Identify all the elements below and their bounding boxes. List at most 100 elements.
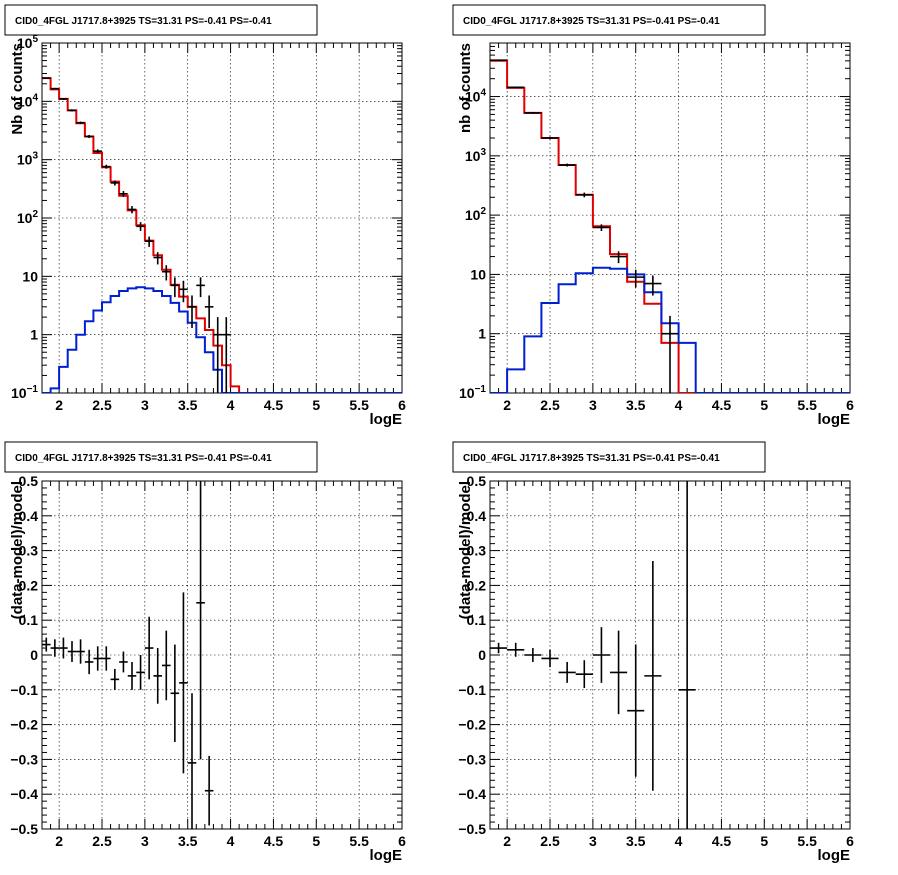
- residual-point: [490, 642, 508, 654]
- data-point: [170, 277, 180, 298]
- data-point: [524, 111, 542, 114]
- y-tick-label: 0.1: [19, 612, 39, 628]
- chart-panel-4: CID0_4FGL J1717.8+3925 TS=31.31 PS=-0.41…: [452, 441, 854, 864]
- data-point: [50, 87, 60, 90]
- data-point: [84, 134, 94, 139]
- y-tick-label: −0.4: [10, 786, 38, 802]
- x-tick-label: 4: [675, 833, 683, 849]
- title-box: [4, 4, 318, 36]
- y-tick-label: 1: [478, 326, 486, 342]
- y-axis-label: (data-model)/model: [457, 481, 474, 619]
- data-point: [610, 251, 628, 264]
- residual-point: [110, 668, 120, 690]
- data-point: [162, 265, 171, 281]
- y-ticks: [490, 480, 850, 830]
- y-tick-label: −0.3: [458, 751, 486, 767]
- data-point: [661, 315, 679, 393]
- grid: [42, 43, 402, 393]
- residual-point: [187, 693, 197, 829]
- residual-point: [42, 637, 51, 652]
- residual-point: [50, 639, 60, 657]
- data-point: [153, 252, 162, 265]
- x-tick-label: 5: [760, 397, 768, 413]
- chart-panel-3: CID0_4FGL J1717.8+3925 TS=31.31 PS=-0.41…: [4, 441, 406, 864]
- residual-point: [575, 660, 593, 689]
- residual-point: [204, 755, 214, 826]
- data-point: [187, 295, 197, 329]
- x-tick-label: 6: [398, 397, 406, 413]
- x-axis-label: logE: [818, 411, 851, 428]
- x-tick-label: 4: [227, 397, 235, 413]
- y-ticks: [42, 480, 402, 830]
- residual-point: [524, 648, 542, 662]
- plot-area: [42, 77, 402, 393]
- total-model-histogram: [490, 59, 850, 393]
- x-tick-label: 5.5: [349, 397, 369, 413]
- x-tick-label: 4: [227, 833, 235, 849]
- residual-point: [93, 646, 102, 671]
- y-tick-label: 0.3: [19, 543, 39, 559]
- x-ticks: [489, 481, 851, 829]
- data-point: [507, 86, 525, 89]
- x-axis-label: logE: [370, 411, 403, 428]
- plot-area: [490, 59, 850, 393]
- y-axis-label: Nb of counts: [9, 43, 26, 135]
- residual-point: [136, 655, 145, 690]
- y-tick-label: 0.4: [19, 508, 39, 524]
- y-tick-label: 102: [17, 209, 39, 226]
- plot-area: [490, 481, 696, 829]
- data-point: [102, 164, 111, 169]
- y-tick-label: 102: [465, 206, 487, 223]
- x-tick-label: 3: [141, 397, 149, 413]
- y-tick-label: −0.5: [10, 821, 38, 837]
- y-tick-label: −0.1: [458, 682, 486, 698]
- data-point: [127, 206, 137, 214]
- x-tick-label: 5: [760, 833, 768, 849]
- y-tick-label: −0.5: [458, 821, 486, 837]
- data-point: [67, 109, 77, 112]
- y-tick-label: 0.2: [467, 577, 487, 593]
- plot-area: [42, 481, 214, 829]
- data-point: [222, 317, 231, 393]
- data-point: [490, 59, 508, 62]
- x-ticks: [41, 43, 403, 393]
- x-tick-label: 2.5: [540, 397, 560, 413]
- data-point: [42, 77, 51, 79]
- residual-point: [76, 639, 85, 664]
- y-tick-label: 0.2: [19, 577, 39, 593]
- title-box: [4, 441, 318, 473]
- y-tick-label: 0.3: [467, 543, 487, 559]
- y-tick-label: 10: [22, 268, 38, 284]
- x-tick-label: 5: [312, 397, 320, 413]
- title-box: [452, 4, 766, 36]
- y-tick-label: 0: [30, 647, 38, 663]
- chart-title: CID0_4FGL J1717.8+3925 TS=31.31 PS=-0.41…: [463, 453, 720, 464]
- chart-title: CID0_4FGL J1717.8+3925 TS=31.31 PS=-0.41…: [463, 16, 720, 27]
- x-tick-label: 4.5: [712, 833, 732, 849]
- y-tick-label: −0.3: [10, 751, 38, 767]
- x-tick-label: 5.5: [797, 833, 817, 849]
- y-tick-label: −0.2: [10, 717, 38, 733]
- x-tick-label: 6: [398, 833, 406, 849]
- residual-point: [67, 641, 77, 662]
- data-point: [575, 192, 593, 198]
- residual-point: [170, 644, 180, 742]
- total-model-histogram: [42, 77, 402, 393]
- x-tick-label: 4.5: [712, 397, 732, 413]
- x-tick-label: 3: [589, 397, 597, 413]
- residual-point: [119, 651, 128, 673]
- residual-point: [127, 661, 137, 690]
- data-point: [59, 98, 68, 100]
- residual-point: [84, 649, 94, 675]
- y-axis-label: (data-model)/model: [9, 481, 26, 619]
- y-tick-label: 103: [17, 151, 39, 168]
- residual-point: [644, 561, 662, 791]
- residual-point: [153, 648, 162, 704]
- x-tick-label: 6: [846, 833, 854, 849]
- residual-point: [507, 642, 525, 657]
- grid: [490, 481, 850, 829]
- x-tick-label: 5.5: [349, 833, 369, 849]
- data-point: [213, 317, 222, 393]
- data-point: [627, 269, 645, 288]
- y-tick-label: 1: [30, 327, 38, 343]
